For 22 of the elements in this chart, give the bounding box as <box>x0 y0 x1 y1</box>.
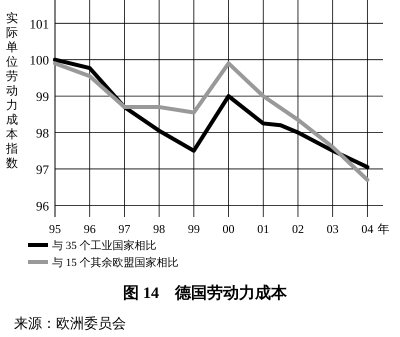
x-tick-label: 02 <box>292 222 304 236</box>
x-tick-label: 04 <box>361 222 374 236</box>
y-tick-label: 98 <box>36 126 49 141</box>
y-tick-label: 100 <box>30 52 49 68</box>
x-tick-label: 99 <box>188 222 200 236</box>
text: 实际单位劳动力成本指数 <box>6 11 18 170</box>
x-tick-label: 01 <box>257 222 270 236</box>
x-tick-label: 96 <box>84 222 96 236</box>
text: 图 14 德国劳动力成本 <box>123 284 288 302</box>
y-tick-label: 96 <box>36 198 50 214</box>
x-tick-label: 03 <box>326 222 339 236</box>
x-tick-label: 00 <box>222 222 235 236</box>
y-tick-label: 99 <box>36 89 49 104</box>
x-tick-label: 98 <box>153 222 166 236</box>
legend-label: 与 35 个工业国家相比 <box>52 239 156 252</box>
x-tick-label: 95 <box>49 222 61 236</box>
legend-label: 与 15 个其余欧盟国家相比 <box>52 256 178 269</box>
source-note: 来源：欧洲委员会 <box>14 316 126 332</box>
y-tick-label: 97 <box>36 162 50 177</box>
y-tick-label: 101 <box>30 16 49 32</box>
x-axis-title: 年 <box>377 222 390 236</box>
x-tick-label: 97 <box>118 222 130 236</box>
